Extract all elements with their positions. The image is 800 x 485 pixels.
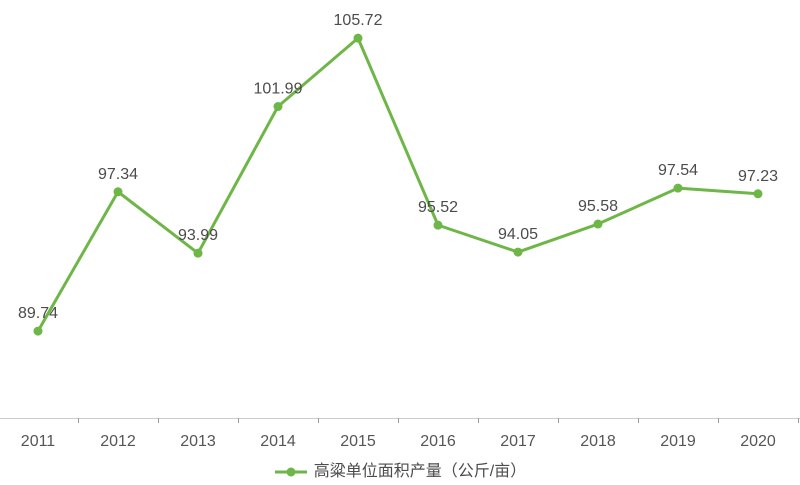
x-axis-label: 2017 bbox=[500, 433, 536, 450]
data-point[interactable] bbox=[673, 183, 683, 193]
data-label: 95.52 bbox=[418, 199, 458, 216]
data-label: 93.99 bbox=[178, 227, 218, 244]
legend-line-marker-icon bbox=[274, 467, 307, 477]
data-label: 94.05 bbox=[498, 226, 538, 243]
x-axis-label: 2016 bbox=[420, 433, 456, 450]
data-point[interactable] bbox=[113, 187, 123, 197]
legend-item[interactable]: 高粱单位面积产量（公斤/亩） bbox=[0, 461, 800, 483]
data-point[interactable] bbox=[193, 248, 203, 258]
data-point[interactable] bbox=[513, 247, 523, 257]
data-point[interactable] bbox=[753, 189, 763, 199]
data-point[interactable] bbox=[33, 326, 43, 336]
x-axis-label: 2019 bbox=[660, 433, 696, 450]
data-label: 97.34 bbox=[98, 166, 138, 183]
x-axis-label: 2014 bbox=[260, 433, 296, 450]
data-label: 89.74 bbox=[18, 305, 58, 322]
data-point[interactable] bbox=[593, 219, 603, 229]
legend-label: 高粱单位面积产量（公斤/亩） bbox=[313, 463, 527, 480]
x-axis-label: 2013 bbox=[180, 433, 216, 450]
data-label: 97.54 bbox=[658, 162, 698, 179]
x-axis-label: 2015 bbox=[340, 433, 376, 450]
data-label: 95.58 bbox=[578, 198, 618, 215]
data-point[interactable] bbox=[353, 33, 363, 43]
x-axis-label: 2018 bbox=[580, 433, 616, 450]
data-label: 101.99 bbox=[254, 81, 303, 98]
data-label: 97.23 bbox=[738, 168, 778, 185]
data-point[interactable] bbox=[433, 220, 443, 230]
x-axis-label: 2020 bbox=[740, 433, 776, 450]
data-point[interactable] bbox=[273, 102, 283, 112]
x-axis-label: 2012 bbox=[100, 433, 136, 450]
series-line bbox=[36, 36, 760, 333]
data-label: 105.72 bbox=[334, 12, 383, 29]
x-axis-label: 2011 bbox=[21, 433, 56, 450]
